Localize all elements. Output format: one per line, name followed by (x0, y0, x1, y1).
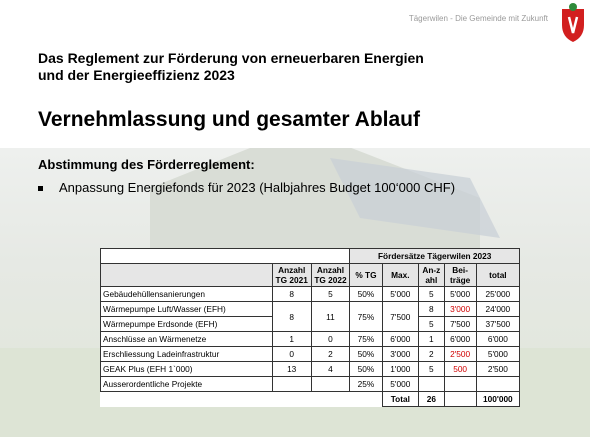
tagline: Tägerwilen - Die Gemeinde mit Zukunft (408, 14, 548, 23)
col-header: An-zahl (418, 263, 445, 287)
cell: 75% (349, 301, 383, 332)
col-header: total (475, 263, 521, 287)
cell: 13 (271, 361, 312, 377)
table-row: Ausserordentliche Projekte 25% 5'000 (100, 376, 521, 392)
table-row: Anschlüsse an Wärmenetze 1 0 75% 6'000 1 6'000… (100, 331, 521, 347)
cell: 6'000 (443, 331, 477, 347)
cell: 7'500 (381, 301, 420, 332)
cell: 5 (418, 361, 445, 377)
cell: 5'000 (475, 346, 521, 362)
total-label: Total (381, 391, 420, 407)
cell: 24'000 (475, 301, 521, 317)
cell: 11 (310, 301, 351, 332)
cell: 6'000 (381, 331, 420, 347)
cell: 1 (271, 331, 312, 347)
col-header: Anzahl TG 2021 (271, 263, 312, 287)
cell: 3'000 (443, 301, 477, 317)
cell: 2 (418, 346, 445, 362)
cell: 5 (418, 286, 445, 302)
row-label: Anschlüsse an Wärmenetze (100, 331, 273, 347)
cell: 8 (271, 286, 312, 302)
cell: 75% (349, 331, 383, 347)
title-line: Das Reglement zur Förderung von erneuerb… (38, 50, 424, 66)
cell: 50% (349, 286, 383, 302)
total-count: 26 (418, 391, 445, 407)
cell: 3'000 (381, 346, 420, 362)
cell: 5'000 (443, 286, 477, 302)
cell: 5 (310, 286, 351, 302)
cell: 7'500 (443, 316, 477, 332)
row-label: Ausserordentliche Projekte (100, 376, 273, 392)
cell: 5'000 (381, 376, 420, 392)
row-label: Wärmepumpe Erdsonde (EFH) (100, 316, 273, 332)
row-label: Wärmepumpe Luft/Wasser (EFH) (100, 301, 273, 317)
bullet-text: Anpassung Energiefonds für 2023 (Halbjah… (59, 180, 456, 195)
row-label: GEAK Plus (EFH 1`000) (100, 361, 273, 377)
total-sum: 100'000 (475, 391, 521, 407)
cell (271, 376, 312, 392)
cell: 8 (418, 301, 445, 317)
cell: 1'000 (381, 361, 420, 377)
cell: 50% (349, 361, 383, 377)
group-header: Fördersätze Tägerwilen 2023 (349, 248, 520, 264)
col-header: Bei-träge (443, 263, 477, 287)
cell (443, 376, 477, 392)
cell: 1 (418, 331, 445, 347)
table: Fördersätze Tägerwilen 2023 Anzahl TG 20… (99, 248, 521, 407)
title: Das Reglement zur Förderung von erneuerb… (38, 50, 424, 84)
cell: 2'500 (443, 346, 477, 362)
cell: 4 (310, 361, 351, 377)
row-label: Erschliessung Ladeinfrastruktur (100, 346, 273, 362)
col-header: Max. (381, 263, 420, 287)
table-row: Wärmepumpe Luft/Wasser (EFH) 8 11 75% 7'500 8… (100, 301, 521, 332)
col-header: % TG (349, 263, 383, 287)
cell (418, 376, 445, 392)
cell: 2'500 (475, 361, 521, 377)
cell: 8 (271, 301, 312, 332)
title-line: und der Energieeffizienz 2023 (38, 67, 235, 83)
bullet: Anpassung Energiefonds für 2023 (Halbjah… (38, 180, 455, 195)
cell: 5 (418, 316, 445, 332)
cell: 6'000 (475, 331, 521, 347)
table-row: Erschliessung Ladeinfrastruktur 0 2 50% 3'00… (100, 346, 521, 362)
cell: 50% (349, 346, 383, 362)
row-label: Gebäudehüllensanierungen (100, 286, 273, 302)
cell: 5'000 (381, 286, 420, 302)
subheading: Abstimmung des Förderreglement: (38, 157, 255, 172)
cell: 25'000 (475, 286, 521, 302)
heading: Vernehmlassung und gesamter Ablauf (38, 108, 420, 131)
cell: 500 (443, 361, 477, 377)
table-row: GEAK Plus (EFH 1`000) 13 4 50% 1'000 5 500 2'50… (100, 361, 521, 377)
col-header: Anzahl TG 2022 (310, 263, 351, 287)
logo (562, 3, 584, 42)
cell (475, 376, 521, 392)
cell: 37'500 (475, 316, 521, 332)
cell: 0 (310, 331, 351, 347)
cell (310, 376, 351, 392)
cell: 0 (271, 346, 312, 362)
table-row: Gebäudehüllensanierungen 8 5 50% 5'000 5 5'000… (100, 286, 521, 302)
cell: 25% (349, 376, 383, 392)
cell: 2 (310, 346, 351, 362)
